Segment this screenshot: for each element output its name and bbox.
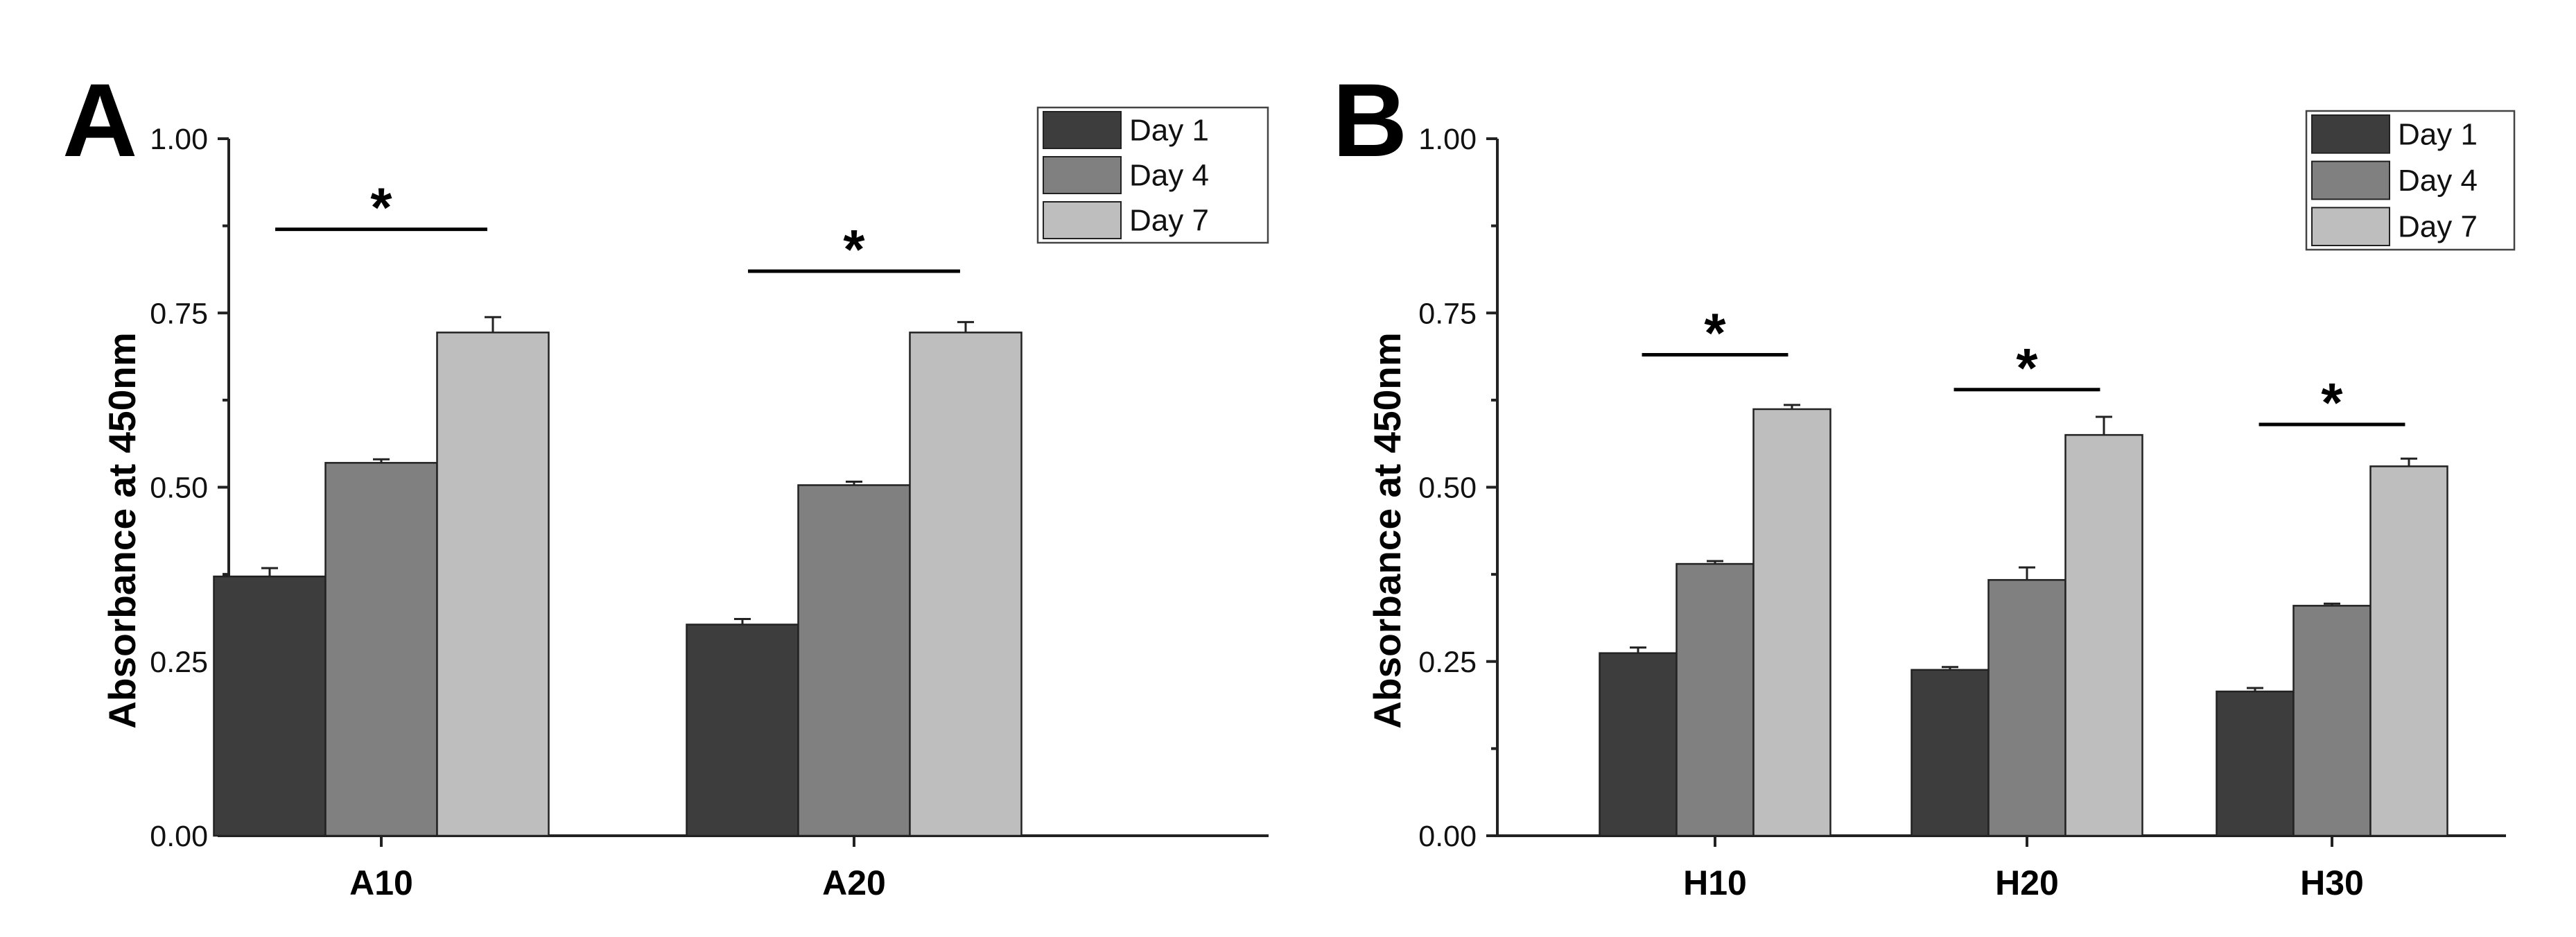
panel-b-bar [1599, 652, 1678, 837]
panel-a-legend-label: Day 4 [1129, 159, 1209, 193]
panel-b-bar [1911, 669, 1990, 837]
panel-b-bar [2369, 465, 2448, 837]
panel-b-legend-label: Day 7 [2398, 210, 2478, 244]
panel-b-legend-label: Day 1 [2398, 117, 2478, 151]
panel-a-legend-swatch [1043, 111, 1122, 149]
panel-a-bar [436, 332, 550, 837]
panel-b-legend-label: Day 4 [2398, 164, 2478, 198]
panel-b-bar [1676, 562, 1755, 837]
panel-a-y-tick-label: 0.00 [150, 820, 208, 853]
panel-b-y-tick-label: 0.75 [1418, 297, 1477, 330]
panel-a-y-axis-label: Absorbance at 450nm [101, 332, 143, 729]
panel-b-significance-star: * [2321, 372, 2343, 433]
panel-b-y-axis-label: Absorbance at 450nm [1366, 332, 1409, 729]
panel-b-y-tick-label: 0.00 [1418, 820, 1477, 853]
panel-label-b: B [1332, 62, 1407, 178]
panel-a-legend-swatch [1043, 201, 1122, 239]
panel-b-bar [1987, 578, 2066, 837]
panel-b-category-label: H10 [1683, 863, 1747, 902]
panel-a-significance-star: * [843, 218, 865, 280]
panel-b-legend-swatch [2311, 207, 2390, 247]
panel-a-legend-swatch [1043, 156, 1122, 194]
panel-b: B Absorbance at 450nm 0.00 0.25 0.50 0.75 1.… [1332, 62, 2516, 902]
panel-a-y-tick-label: 0.75 [150, 297, 208, 330]
panel-a-y-tick-label: 1.00 [150, 123, 208, 156]
panel-b-category-label: H30 [2300, 863, 2364, 902]
panel-b-y-tick-label: 1.00 [1418, 123, 1477, 156]
panel-a-bar [213, 575, 327, 837]
panel-a-y-tick-label: 0.50 [150, 472, 208, 505]
panel-b-y-tick-label: 0.25 [1418, 646, 1477, 679]
panel-b-legend-swatch [2311, 160, 2390, 200]
panel-a-y-tick-label: 0.25 [150, 646, 208, 679]
panel-b-bar [2064, 433, 2143, 837]
panel-b-bar [2216, 690, 2295, 837]
panel-b-legend-swatch [2311, 114, 2390, 154]
panel-b-category-label: H20 [1995, 863, 2059, 902]
panel-a-bar [909, 332, 1022, 837]
panel-b-bar [1752, 408, 1831, 837]
panel-a-bar [324, 462, 438, 837]
panel-label-a: A [62, 62, 137, 178]
panel-a: A Absorbance at 450nm 0.00 0.25 0.50 0.75 1.… [62, 62, 1269, 902]
panel-b-y-tick-label: 0.50 [1418, 472, 1477, 505]
panel-a-bar [686, 624, 799, 837]
panel-a-significance-star: * [370, 177, 392, 239]
panel-a-category-label: A20 [822, 863, 886, 902]
panel-b-significance-star: * [1704, 302, 1726, 364]
panel-b-significance-star: * [2016, 337, 2038, 399]
panel-a-legend-label: Day 1 [1129, 114, 1209, 148]
panel-a-category-label: A10 [349, 863, 413, 902]
panel-b-bar [2292, 605, 2372, 837]
panel-a-bar [797, 484, 911, 837]
panel-a-legend-label: Day 7 [1129, 204, 1209, 238]
